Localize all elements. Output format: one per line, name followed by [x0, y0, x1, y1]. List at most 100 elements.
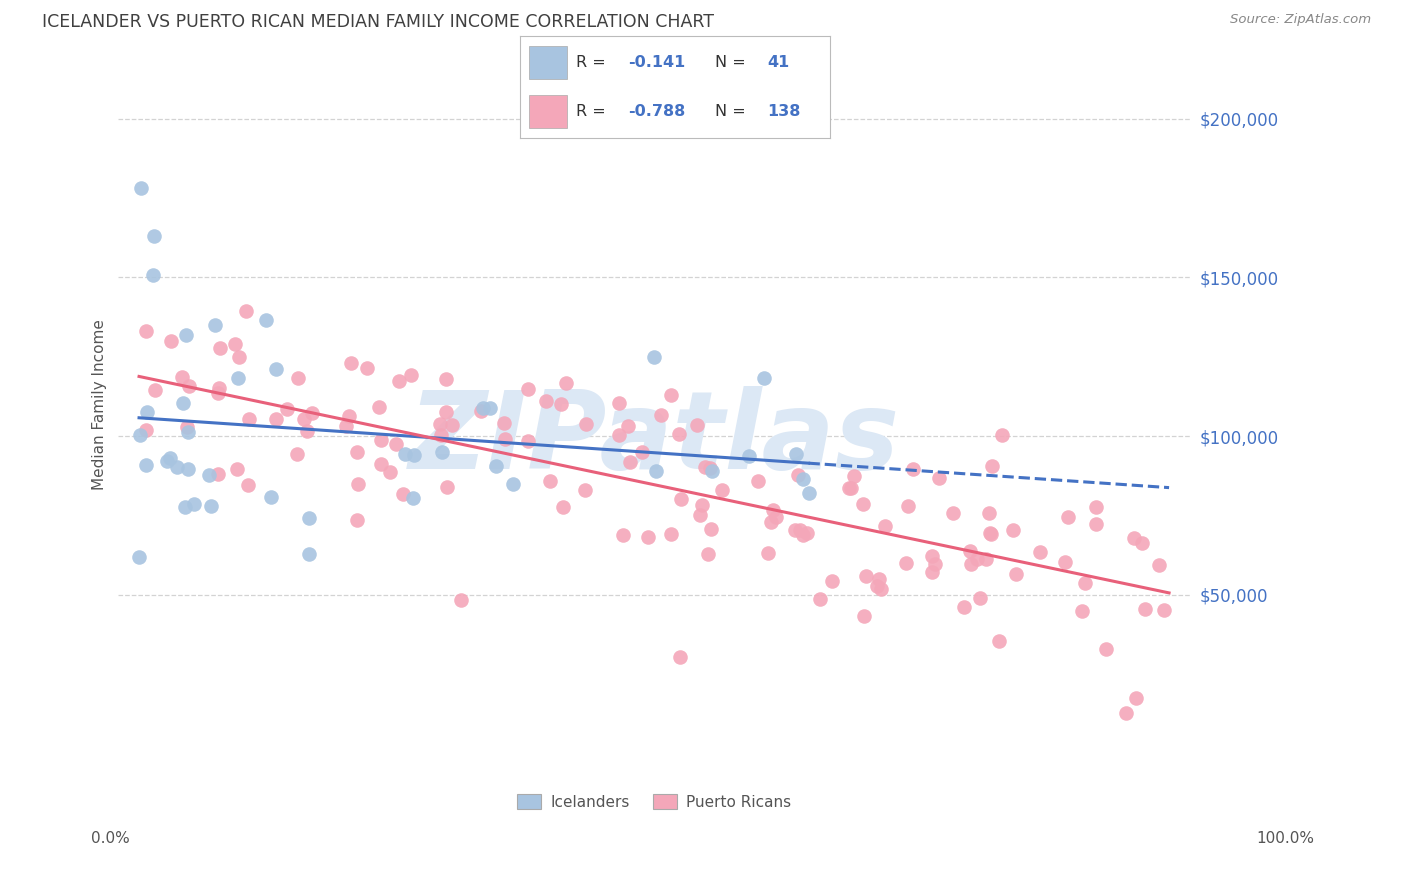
Point: [430, 444, 453, 458]
Point: [650, 408, 672, 422]
Text: ICELANDER VS PUERTO RICAN MEDIAN FAMILY INCOME CORRELATION CHART: ICELANDER VS PUERTO RICAN MEDIAN FAMILY …: [42, 13, 714, 31]
Point: [630, 445, 652, 459]
Point: [756, 546, 779, 560]
Point: [551, 500, 574, 514]
Point: [960, 557, 983, 571]
Point: [1123, 531, 1146, 545]
Point: [172, 395, 194, 409]
Point: [921, 549, 943, 563]
Point: [1149, 558, 1171, 573]
Point: [644, 464, 666, 478]
Point: [959, 544, 981, 558]
Point: [346, 477, 368, 491]
Point: [264, 361, 287, 376]
Text: N =: N =: [716, 54, 751, 70]
Point: [430, 428, 453, 442]
Point: [128, 427, 150, 442]
Point: [787, 468, 810, 483]
Point: [789, 523, 811, 537]
Text: 138: 138: [768, 104, 801, 120]
Point: [224, 336, 246, 351]
Point: [339, 356, 361, 370]
Point: [783, 523, 806, 537]
Point: [870, 582, 893, 596]
Point: [752, 371, 775, 385]
Point: [1029, 544, 1052, 558]
Point: [378, 465, 401, 479]
Point: [689, 508, 711, 522]
Point: [142, 268, 165, 282]
Point: [388, 374, 411, 388]
Point: [699, 522, 721, 536]
Text: 41: 41: [768, 54, 790, 70]
Point: [236, 478, 259, 492]
Point: [209, 341, 232, 355]
Point: [160, 334, 183, 349]
Bar: [530, 45, 567, 78]
Point: [226, 462, 249, 476]
Point: [260, 490, 283, 504]
Point: [866, 579, 889, 593]
Point: [494, 416, 516, 430]
Point: [699, 460, 721, 475]
Point: [540, 474, 562, 488]
Point: [450, 593, 472, 607]
Point: [575, 417, 598, 432]
Point: [436, 372, 458, 386]
Point: [536, 394, 558, 409]
Point: [166, 459, 188, 474]
Point: [287, 371, 309, 385]
Point: [710, 483, 733, 497]
Point: [254, 312, 277, 326]
Point: [838, 481, 860, 495]
Point: [981, 459, 1004, 474]
Point: [693, 459, 716, 474]
Point: [1084, 500, 1107, 514]
Point: [1057, 509, 1080, 524]
Point: [659, 388, 682, 402]
Point: [399, 368, 422, 382]
Point: [335, 418, 357, 433]
Point: [177, 425, 200, 439]
Point: [988, 633, 1011, 648]
Point: [142, 229, 165, 244]
Text: N =: N =: [716, 104, 751, 120]
Point: [792, 528, 814, 542]
Point: [179, 379, 201, 393]
Point: [820, 574, 842, 588]
Text: ZIPatlas: ZIPatlas: [409, 386, 900, 492]
Point: [478, 401, 501, 415]
Point: [852, 609, 875, 624]
Point: [1053, 555, 1076, 569]
Point: [574, 483, 596, 498]
Point: [470, 403, 492, 417]
Point: [617, 418, 640, 433]
Point: [796, 526, 818, 541]
Point: [176, 462, 198, 476]
Point: [1130, 536, 1153, 550]
Point: [136, 405, 159, 419]
Point: [700, 465, 723, 479]
Point: [901, 462, 924, 476]
Point: [207, 467, 229, 481]
Point: [135, 458, 157, 473]
Point: [370, 457, 392, 471]
Point: [298, 510, 321, 524]
Text: -0.141: -0.141: [628, 54, 686, 70]
Point: [969, 591, 991, 605]
Point: [894, 556, 917, 570]
Point: [346, 445, 368, 459]
Y-axis label: Median Family Income: Median Family Income: [93, 318, 107, 490]
Point: [555, 376, 578, 390]
Point: [370, 433, 392, 447]
Text: 0.0%: 0.0%: [91, 831, 131, 846]
Point: [980, 527, 1002, 541]
Point: [1005, 566, 1028, 581]
Point: [990, 428, 1012, 442]
Point: [402, 448, 425, 462]
Point: [183, 497, 205, 511]
Point: [494, 432, 516, 446]
Point: [607, 428, 630, 442]
Point: [671, 491, 693, 506]
Point: [696, 547, 718, 561]
